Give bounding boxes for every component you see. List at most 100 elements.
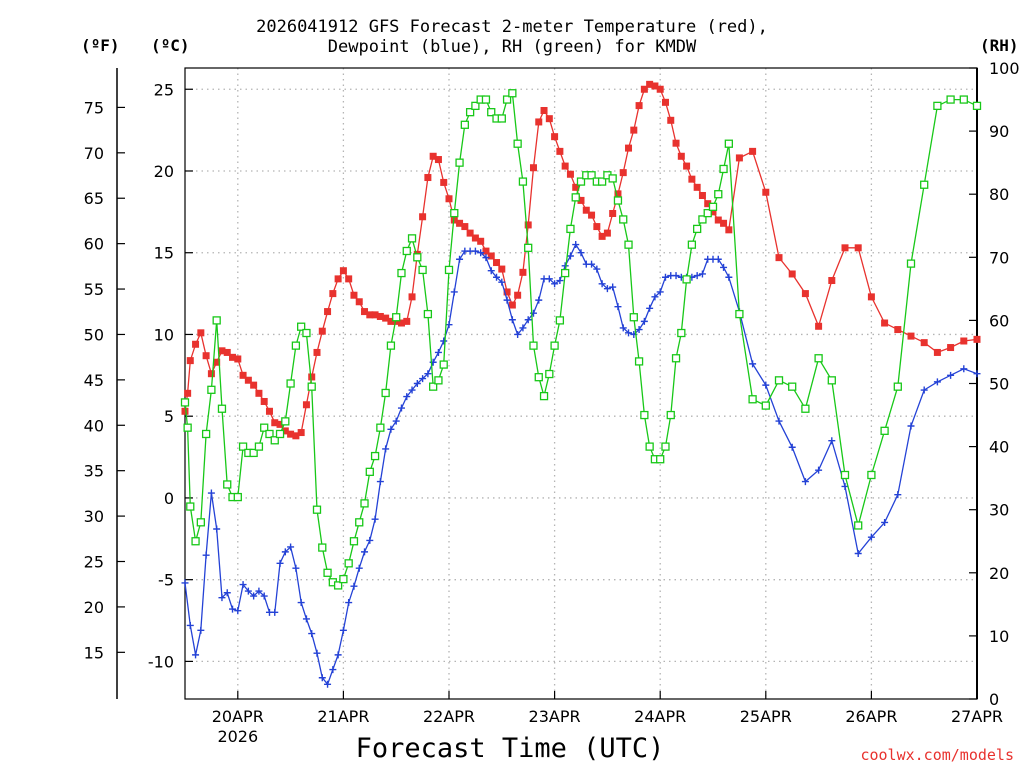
- x-tick-label: 20APR: [212, 707, 264, 726]
- dewpoint-point: [281, 548, 289, 556]
- rh-point: [714, 190, 723, 199]
- 2-meter-temperature-point: [334, 275, 342, 283]
- 2-meter-temperature-point: [593, 223, 601, 231]
- rh-point: [703, 208, 712, 218]
- dewpoint-point: [371, 515, 379, 523]
- rh-tick-label: 100: [989, 59, 1020, 78]
- 2-meter-temperature-point: [429, 152, 437, 160]
- rh-point: [444, 265, 454, 275]
- rh-point: [333, 581, 343, 590]
- 2-meter-temperature-point: [561, 162, 569, 170]
- rh-point: [196, 518, 205, 527]
- dewpoint-point: [572, 241, 580, 249]
- rh-point: [497, 114, 506, 123]
- dewpoint-point: [192, 651, 200, 659]
- rh-point: [788, 382, 797, 391]
- 2-meter-temperature-point: [920, 339, 928, 347]
- credit-link[interactable]: coolwx.com/models: [860, 746, 1014, 764]
- 2-meter-temperature-point: [503, 288, 511, 296]
- dewpoint-point: [392, 417, 400, 425]
- x-tick-label: 24APR: [634, 707, 686, 726]
- rh-tick-label: 80: [989, 185, 1009, 204]
- x-tick-label: 27APR: [951, 707, 1003, 726]
- rh-tick-label: 0: [989, 690, 999, 709]
- rh-point: [827, 376, 836, 385]
- dewpoint-point: [456, 255, 464, 263]
- 2-meter-temperature-point: [535, 118, 543, 126]
- 2-meter-temperature-point: [382, 314, 390, 322]
- rh-point: [671, 354, 681, 363]
- plot-frame: [184, 67, 978, 700]
- 2-meter-temperature-point: [186, 357, 194, 365]
- rh-point: [748, 395, 757, 404]
- 2-meter-temperature-point: [661, 98, 669, 106]
- dewpoint-point: [329, 666, 337, 674]
- dewpoint-point: [519, 324, 527, 332]
- 2-meter-temperature-point: [424, 174, 432, 182]
- 2-meter-temperature-point: [419, 213, 427, 221]
- rh-point: [502, 95, 512, 104]
- dewpoint-point: [186, 621, 194, 629]
- rh-point: [634, 357, 644, 366]
- 2-meter-temperature-point: [677, 152, 685, 160]
- 2-meter-temperature-point: [456, 219, 464, 227]
- dewpoint-point: [424, 370, 432, 378]
- rh-point: [344, 559, 353, 568]
- dewpoint-point: [593, 265, 601, 273]
- rh-point: [323, 568, 332, 577]
- rh-point: [576, 177, 586, 186]
- dewpoint-point: [603, 285, 611, 293]
- rh-point: [349, 537, 359, 546]
- 2-meter-temperature-point: [933, 348, 941, 356]
- dewpoint-point: [334, 651, 342, 659]
- dewpoint-point: [947, 371, 955, 379]
- rh-point: [561, 268, 570, 278]
- 2-meter-temperature-point: [635, 102, 643, 110]
- dewpoint-point: [324, 680, 332, 688]
- rh-point: [555, 316, 565, 325]
- 2-meter-temperature-point: [540, 107, 548, 115]
- rh-point: [249, 448, 258, 458]
- rh-point: [381, 388, 390, 398]
- 2-meter-temperature-point: [672, 139, 680, 147]
- 2-meter-temperature-point: [244, 376, 252, 384]
- rh-point: [355, 518, 364, 527]
- 2-meter-temperature-point: [403, 317, 411, 325]
- 2-meter-temperature-point: [630, 126, 638, 134]
- 2-meter-temperature-point: [828, 277, 836, 285]
- dewpoint-point: [260, 592, 268, 600]
- 2-meter-temperature-point: [355, 298, 363, 306]
- rh-tick-label: 60: [989, 311, 1009, 330]
- dewpoint-point: [828, 437, 836, 445]
- 2-meter-temperature-point: [308, 373, 316, 381]
- dewpoint-point: [361, 548, 369, 556]
- 2-meter-temperature-point: [302, 401, 310, 409]
- 2-meter-temperature-point: [260, 397, 268, 405]
- rh-point: [550, 341, 559, 350]
- rh-point: [201, 429, 211, 439]
- dewpoint-point: [693, 272, 701, 280]
- dewpoint-point: [308, 630, 316, 638]
- dewpoint-point: [197, 626, 205, 634]
- rh-point: [972, 101, 982, 111]
- x-tick-label: 21APR: [317, 707, 369, 726]
- rh-point: [423, 309, 433, 319]
- rh-point: [455, 158, 464, 167]
- 2-meter-temperature-point: [704, 200, 712, 208]
- rh-point: [624, 240, 633, 249]
- 2-meter-temperature-point: [688, 175, 696, 183]
- rh-point: [566, 224, 575, 234]
- rh-point: [840, 470, 850, 480]
- rh-point: [180, 398, 190, 407]
- celsius-tick-label: -10: [148, 652, 174, 671]
- rh-point: [302, 328, 311, 338]
- 2-meter-temperature-point: [714, 216, 722, 224]
- 2-meter-temperature-point: [577, 196, 585, 204]
- 2-meter-temperature-point: [725, 226, 733, 234]
- dewpoint-point: [318, 674, 326, 682]
- fahrenheit-axis-unit: (ºF): [81, 36, 120, 55]
- 2-meter-temperature-point: [397, 319, 405, 327]
- dewpoint-point: [413, 380, 421, 387]
- 2-meter-temperature-point: [229, 353, 237, 361]
- fahrenheit-tick-label: 15: [84, 643, 104, 662]
